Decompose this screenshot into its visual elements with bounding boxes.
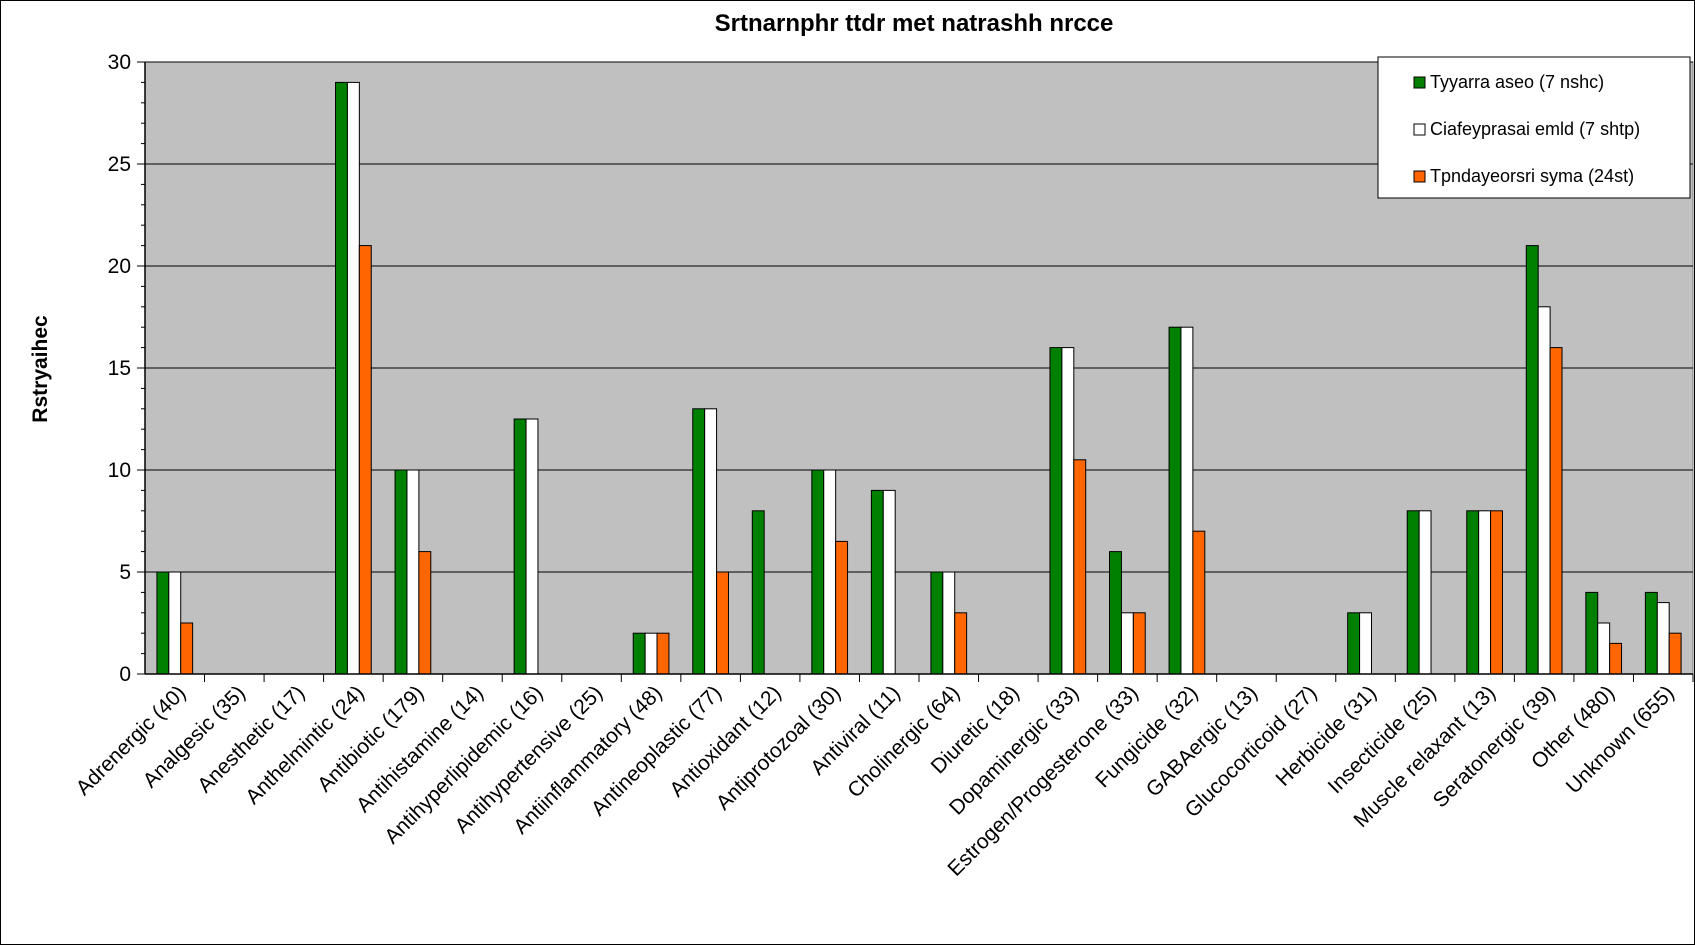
y-axis-label: Rstryaihec	[29, 315, 52, 423]
y-tick-labels: 0 5 10 15 20 25 30	[108, 51, 131, 686]
x-tick-label: Insecticide (25)	[1324, 681, 1441, 798]
legend-label: Ciafeyprasai emld (7 shtp)	[1430, 119, 1640, 139]
bar	[823, 469, 837, 675]
bar	[1192, 530, 1206, 675]
bar	[1525, 245, 1539, 675]
bar	[942, 571, 956, 675]
x-tick-label: Fungicide (32)	[1091, 681, 1202, 792]
bar	[1168, 326, 1182, 675]
bar	[716, 571, 729, 675]
chart-title: Srtnarnphr ttdr met natrashh nrcce	[715, 10, 1114, 37]
bar	[418, 551, 432, 675]
y-tick-label: 0	[119, 663, 131, 686]
y-tick-label: 30	[108, 51, 131, 74]
bar	[1490, 510, 1503, 675]
x-tick-label: Analgesic (35)	[139, 681, 250, 792]
x-tick-labels: Adrenergic (40)Analgesic (35)Anesthetic …	[72, 681, 1679, 881]
bar	[406, 469, 420, 675]
y-tick-label: 5	[119, 561, 131, 584]
bar	[1609, 642, 1623, 675]
bar	[1644, 591, 1658, 675]
axes	[137, 61, 1694, 682]
bar	[882, 489, 896, 675]
y-tick-label: 15	[108, 357, 131, 380]
bar	[930, 571, 944, 675]
bar	[1418, 510, 1432, 675]
bar	[1109, 551, 1122, 675]
bar	[1597, 622, 1611, 675]
y-tick-label: 10	[108, 459, 131, 482]
bars-group	[156, 81, 1682, 675]
bar	[1549, 347, 1563, 675]
bar	[1585, 591, 1599, 675]
x-tick-label: Adrenergic (40)	[72, 681, 191, 800]
bar	[335, 81, 348, 675]
bar	[644, 632, 658, 675]
bar	[692, 408, 706, 675]
bar	[1478, 510, 1492, 675]
x-tick-label: Antibiotic (179)	[313, 681, 428, 796]
bar	[632, 632, 646, 675]
x-tick-label: Anesthetic (17)	[193, 681, 309, 797]
bar	[1347, 612, 1361, 675]
x-tick-label: Unknown (655)	[1562, 681, 1679, 798]
bar	[346, 81, 360, 675]
bar	[1120, 612, 1134, 675]
bar	[168, 571, 182, 675]
bar	[954, 612, 968, 675]
y-tick-label: 25	[108, 153, 131, 176]
bar	[1406, 510, 1420, 675]
bar	[1668, 632, 1682, 675]
bar	[835, 540, 849, 675]
bar	[358, 245, 372, 675]
bar	[1537, 306, 1551, 675]
bar	[525, 418, 539, 675]
bar	[811, 469, 825, 675]
bar	[1049, 347, 1063, 675]
legend-swatch	[1413, 76, 1426, 89]
legend-swatch	[1413, 170, 1426, 183]
legend-box	[1377, 56, 1691, 199]
bar	[751, 510, 765, 675]
y-tick-label: 20	[108, 255, 131, 278]
bar	[1061, 347, 1075, 675]
legend-label: Tyyarra aseo (7 nshc)	[1430, 72, 1604, 92]
bar	[1073, 459, 1087, 675]
bar	[1180, 326, 1194, 675]
bar	[870, 489, 884, 675]
bar	[1656, 602, 1670, 675]
bar	[1132, 612, 1146, 675]
bar	[1466, 510, 1480, 675]
bar	[394, 469, 408, 675]
bar	[513, 418, 527, 675]
bar	[1359, 612, 1372, 675]
legend-swatch	[1413, 123, 1426, 136]
bar	[656, 632, 670, 675]
bar	[156, 571, 170, 675]
legend-label: Tpndayeorsri syma (24st)	[1430, 166, 1634, 186]
legend: Tyyarra aseo (7 nshc) Ciafeyprasai emld (…	[1377, 56, 1691, 199]
bar	[180, 622, 194, 675]
bar	[704, 408, 718, 675]
